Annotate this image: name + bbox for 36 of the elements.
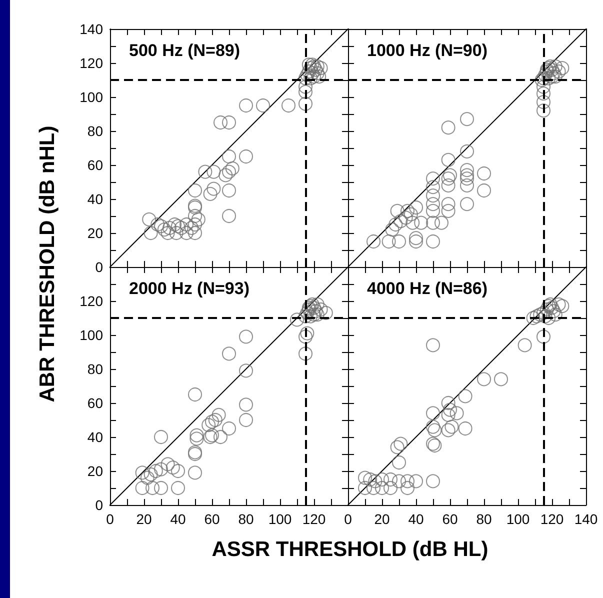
x-tick-label: 120 bbox=[302, 511, 326, 527]
x-tick-label: 40 bbox=[170, 511, 186, 527]
text: 2000 Hz (N=93) bbox=[129, 279, 250, 298]
y-tick-label: 0 bbox=[95, 259, 104, 275]
x-tick-label: 100 bbox=[268, 511, 292, 527]
text: 4000 Hz (N=86) bbox=[367, 279, 488, 298]
x-tick-label: 0 bbox=[344, 511, 352, 527]
y-tick-label: 140 bbox=[80, 21, 104, 37]
y-tick-label: 20 bbox=[87, 463, 104, 479]
x-tick-label: 80 bbox=[238, 511, 254, 527]
y-axis-title: ABR THRESHOLD (dB nHL) bbox=[36, 124, 60, 404]
y-tick-label: 120 bbox=[80, 55, 104, 71]
x-axis-title: ASSR THRESHOLD (dB HL) bbox=[210, 538, 490, 562]
y-tick-label: 80 bbox=[87, 123, 104, 139]
y-tick-label: 40 bbox=[87, 429, 104, 445]
x-tick-label: 40 bbox=[408, 511, 424, 527]
x-tick-label: 20 bbox=[136, 511, 152, 527]
y-tick-label: 100 bbox=[80, 89, 104, 105]
x-tick-label: 140 bbox=[574, 511, 598, 527]
y-tick-label: 40 bbox=[87, 191, 104, 207]
y-tick-label: 20 bbox=[87, 225, 104, 241]
x-tick-label: 100 bbox=[506, 511, 530, 527]
x-tick-label: 60 bbox=[204, 511, 220, 527]
x-tick-label: 80 bbox=[476, 511, 492, 527]
y-tick-label: 80 bbox=[87, 361, 104, 377]
x-tick-label: 60 bbox=[442, 511, 458, 527]
text: 1000 Hz (N=90) bbox=[367, 41, 488, 60]
y-tick-label: 100 bbox=[80, 327, 104, 343]
x-tick-label: 20 bbox=[374, 511, 390, 527]
y-tick-label: 60 bbox=[87, 395, 104, 411]
y-tick-label: 120 bbox=[80, 293, 104, 309]
x-tick-label: 120 bbox=[540, 511, 564, 527]
x-tick-label: 0 bbox=[106, 511, 114, 527]
text: 500 Hz (N=89) bbox=[129, 41, 240, 60]
y-tick-label: 60 bbox=[87, 157, 104, 173]
y-tick-label: 0 bbox=[95, 497, 104, 513]
